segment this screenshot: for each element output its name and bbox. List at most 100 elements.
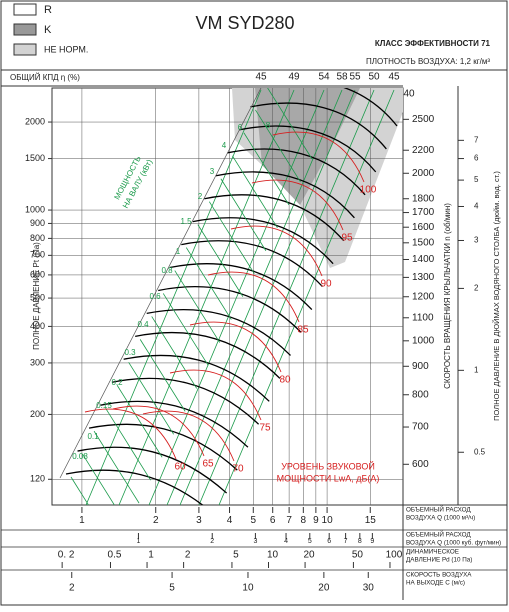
x-tick-label: 4 bbox=[227, 515, 233, 526]
y-tick-label: 500 bbox=[30, 292, 45, 302]
efficiency-line bbox=[148, 89, 325, 505]
power-line bbox=[128, 362, 174, 435]
legend-swatch bbox=[13, 23, 37, 36]
x-tick-label: 8 bbox=[358, 538, 362, 545]
scale-label: ВОЗДУХА Q (1000 м³/ч) bbox=[406, 515, 475, 522]
y-tick-label: 1500 bbox=[25, 153, 45, 163]
fan-curve bbox=[181, 240, 323, 288]
efficiency-label: 49 bbox=[288, 72, 300, 83]
x-tick-label: 50 bbox=[352, 550, 364, 561]
power-label: 0.15 bbox=[96, 401, 112, 410]
fan-curve bbox=[250, 102, 387, 150]
power-label: 0.4 bbox=[137, 320, 149, 329]
x-tick-label: 5 bbox=[308, 538, 312, 545]
inch-tick-label: 7 bbox=[474, 135, 479, 144]
power-label: 8 bbox=[266, 121, 271, 130]
inch-tick-label: 5 bbox=[474, 175, 479, 184]
fan-curve bbox=[123, 354, 270, 402]
inch-axis-label: ПОЛНОЕ ДАВЛЕНИЕ В ДЮЙМАХ ВОДЯНОГО СТОЛБА… bbox=[492, 171, 501, 421]
power-line bbox=[267, 88, 313, 160]
efficiency-line bbox=[179, 89, 356, 505]
inch-tick-label: 4 bbox=[474, 202, 479, 211]
y-tick-label: 800 bbox=[30, 233, 45, 243]
sound-curve bbox=[230, 225, 323, 277]
efficiency-line bbox=[166, 89, 343, 505]
power-label: 0.3 bbox=[124, 348, 136, 357]
y-tick-label: 900 bbox=[30, 218, 45, 228]
power-line bbox=[220, 178, 267, 251]
fan-curve bbox=[77, 446, 228, 494]
x-tick-label: 3 bbox=[253, 538, 257, 545]
power-line bbox=[70, 476, 89, 505]
y-tick-label: 120 bbox=[30, 474, 45, 484]
plot-area bbox=[52, 88, 403, 505]
x-tick-label: 0. 2 bbox=[58, 550, 75, 561]
power-label: 0.2 bbox=[111, 378, 123, 387]
x-tick-label: 5 bbox=[233, 550, 239, 561]
power-line bbox=[197, 224, 244, 297]
speed-tick-label: 2500 bbox=[412, 114, 435, 125]
power-label: 1.5 bbox=[180, 217, 192, 226]
sound-title: МОЩНОСТИ LwA, дБ(A) bbox=[277, 473, 380, 483]
power-label: 1 bbox=[176, 247, 181, 256]
power-line bbox=[93, 430, 140, 504]
legend-swatch bbox=[13, 3, 37, 16]
air-density: ПЛОТНОСТЬ ВОЗДУХА: 1,2 кг/м³ bbox=[366, 57, 490, 66]
speed-tick-label: 1200 bbox=[412, 291, 435, 302]
fan-curve bbox=[158, 285, 302, 333]
power-label: 0.6 bbox=[149, 292, 161, 301]
fan-curve bbox=[204, 194, 345, 242]
x-tick-label: 7 bbox=[286, 515, 292, 526]
legend-swatch bbox=[13, 43, 37, 56]
speed-tick-label: 1100 bbox=[412, 312, 434, 323]
sound-title: УРОВЕНЬ ЗВУКОВОЙ bbox=[281, 460, 375, 471]
efficiency-label: 50 bbox=[368, 72, 380, 83]
x-tick-label: 15 bbox=[365, 515, 377, 526]
fan-curve bbox=[88, 423, 238, 471]
power-line bbox=[116, 385, 163, 458]
y-tick-label: 600 bbox=[30, 269, 45, 279]
speed-tick-label: 1400 bbox=[412, 254, 435, 265]
x-tick-label: 6 bbox=[327, 538, 331, 545]
x-tick-label: 8 bbox=[301, 515, 307, 526]
y-tick-label: 700 bbox=[30, 250, 45, 260]
power-label: 2 bbox=[198, 192, 203, 201]
power-label: 3 bbox=[210, 167, 215, 176]
sound-label: 75 bbox=[259, 423, 271, 434]
x-tick-label: 100 bbox=[386, 550, 403, 561]
speed-tick-label: 700 bbox=[412, 422, 429, 433]
scale-label: НА ВЫХОДЕ C (м/с) bbox=[406, 580, 465, 587]
legend-label: R bbox=[44, 4, 52, 16]
fan-curve bbox=[192, 217, 334, 265]
power-line bbox=[255, 109, 301, 183]
fan-curve bbox=[146, 308, 291, 356]
power-label: 4 bbox=[222, 141, 227, 150]
power-line bbox=[162, 293, 209, 366]
x-tick-label: 9 bbox=[313, 515, 319, 526]
sound-label: 95 bbox=[341, 233, 353, 244]
inch-tick-label: 2 bbox=[474, 284, 479, 293]
sound-label: 65 bbox=[202, 459, 214, 470]
fan-curve bbox=[238, 125, 377, 173]
efficiency-title: ОБЩИЙ КПД η (%) bbox=[10, 73, 80, 82]
legend-label: НЕ НОРМ. bbox=[44, 44, 88, 54]
power-line bbox=[105, 407, 151, 481]
fan-curve bbox=[169, 263, 313, 310]
y-tick-label: 300 bbox=[30, 357, 45, 367]
power-line bbox=[174, 270, 221, 343]
x-tick-label: 7 bbox=[344, 538, 348, 545]
fan-curve bbox=[227, 148, 366, 196]
fan-curve bbox=[111, 377, 260, 425]
x-tick-label: 3 bbox=[196, 515, 202, 526]
sound-curve bbox=[251, 179, 344, 231]
x-tick-label: 5 bbox=[169, 583, 175, 594]
speed-tick-label: 1000 bbox=[412, 335, 435, 346]
sound-label: 85 bbox=[297, 325, 309, 336]
speed-tick-label: 1300 bbox=[412, 272, 435, 283]
power-line bbox=[139, 339, 186, 412]
x-tick-label: 1 bbox=[136, 538, 140, 545]
efficiency-label: 54 bbox=[318, 72, 330, 83]
efficiency-label: 45 bbox=[255, 72, 267, 83]
efficiency-label: 40 bbox=[403, 89, 415, 100]
speed-tick-label: 800 bbox=[412, 389, 429, 400]
